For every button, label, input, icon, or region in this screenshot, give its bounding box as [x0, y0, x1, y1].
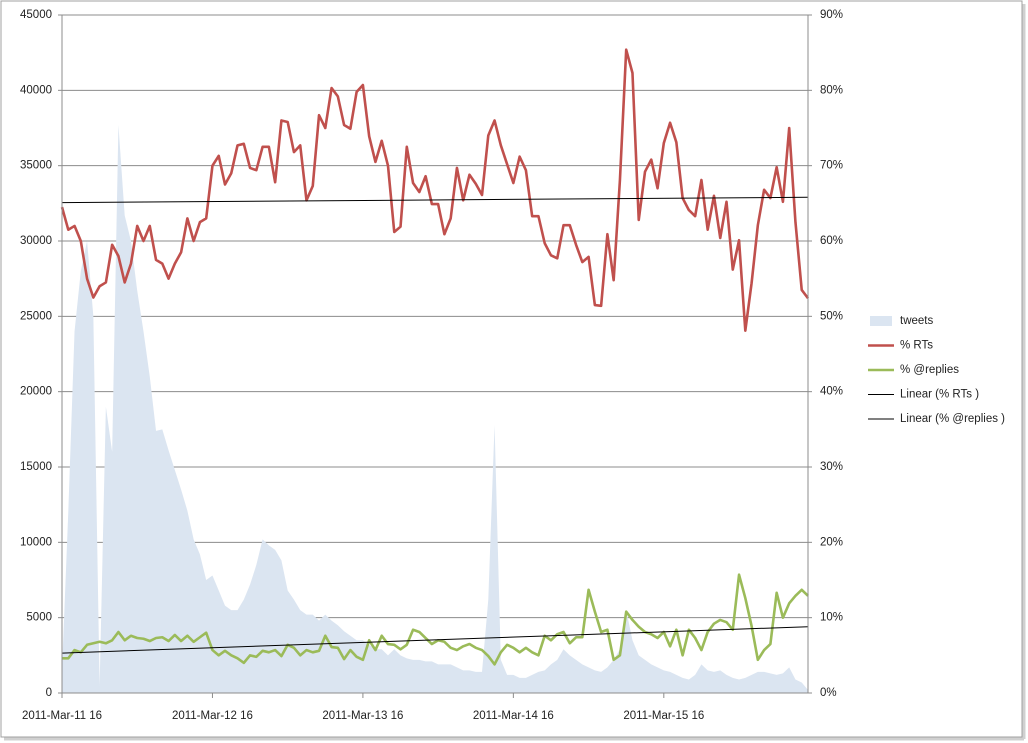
legend-label: tweets [900, 315, 933, 327]
y-tick-label: 35000 [20, 160, 52, 172]
y2-tick-label: 30% [820, 461, 843, 473]
y-tick-label: 25000 [20, 310, 52, 322]
y2-tick-label: 40% [820, 386, 843, 398]
y-tick-label: 0 [46, 687, 52, 699]
trendline [61, 626, 809, 654]
legend-label: Linear (% @replies ) [900, 413, 1005, 425]
legend-label: % @replies [900, 364, 959, 376]
x-tick-label: 2011-Mar-14 16 [473, 710, 554, 722]
y-tick-label: 5000 [26, 612, 52, 624]
x-tick-label: 2011-Mar-12 16 [172, 710, 253, 722]
y-tick-label: 15000 [20, 461, 52, 473]
y2-tick-label: 20% [820, 536, 843, 548]
x-tick-label: 2011-Mar-11 16 [22, 710, 102, 722]
trendline [61, 196, 809, 204]
x-tick-label: 2011-Mar-15 16 [623, 710, 704, 722]
y2-tick-label: 90% [820, 9, 843, 21]
line [62, 573, 809, 666]
y-tick-label: 10000 [20, 536, 52, 548]
y2-tick-label: 0% [820, 687, 837, 699]
y2-tick-label: 80% [820, 84, 843, 96]
y2-tick-label: 70% [820, 160, 843, 172]
y-tick-label: 30000 [20, 235, 52, 247]
line [60, 48, 810, 332]
x-tick-label: 2011-Mar-13 16 [322, 710, 403, 722]
area [62, 124, 808, 693]
y-tick-label: 45000 [20, 9, 52, 21]
y-tick-label: 20000 [20, 386, 52, 398]
legend-swatch [870, 316, 892, 326]
y-tick-label: 40000 [20, 84, 52, 96]
y2-tick-label: 60% [820, 235, 843, 247]
legend-label: Linear (% RTs ) [900, 389, 979, 401]
legend-label: % RTs [900, 340, 933, 352]
y2-tick-label: 10% [820, 612, 843, 624]
y2-tick-label: 50% [820, 310, 843, 322]
